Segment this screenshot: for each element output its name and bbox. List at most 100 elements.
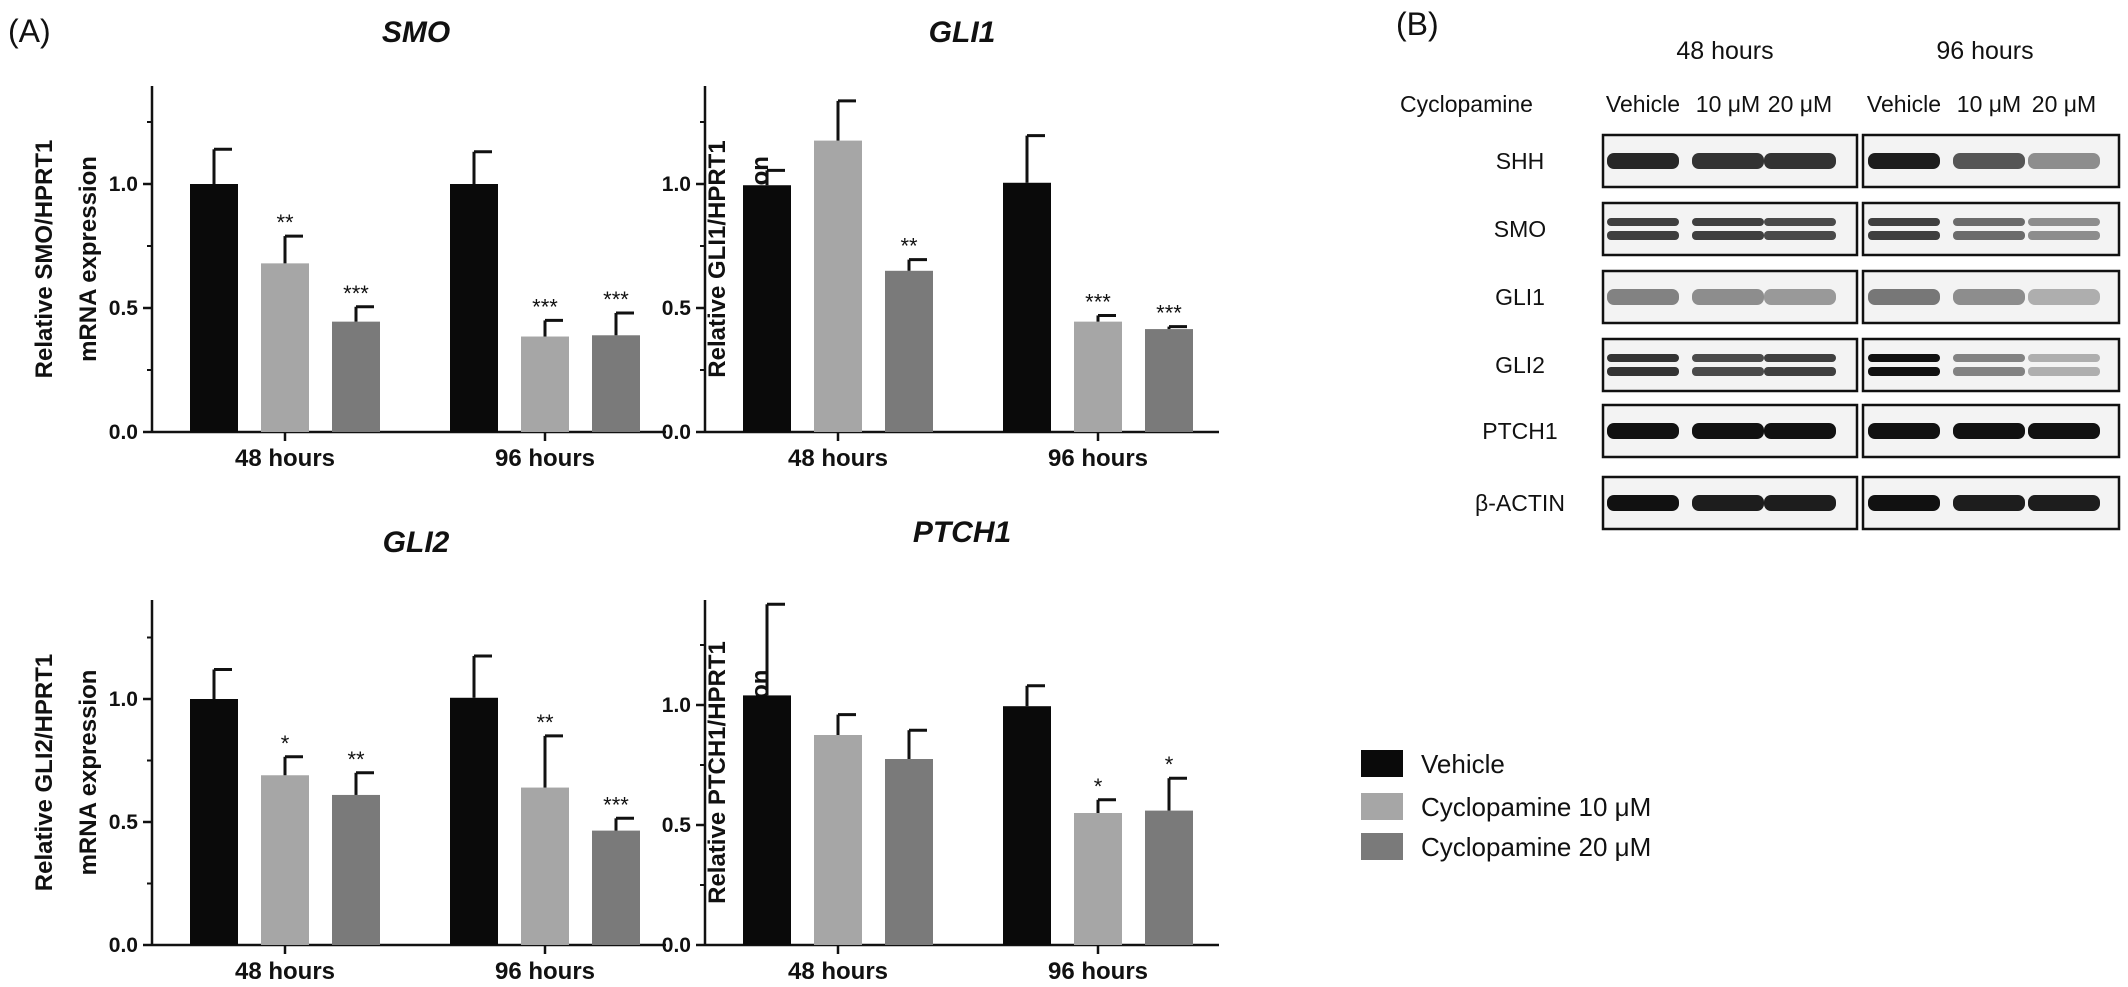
- chart-title: SMO: [382, 16, 450, 49]
- blot-band: [1764, 354, 1836, 362]
- blot-band: [1764, 289, 1836, 305]
- bar: [743, 695, 791, 945]
- x-category-label: 48 hours: [788, 958, 888, 985]
- blot-band: [1692, 153, 1764, 169]
- time-label: 96 hours: [1936, 37, 2033, 65]
- y-tick-label: 0.0: [109, 934, 138, 957]
- lane-label: 10 μM: [1957, 91, 2021, 117]
- x-category-label: 96 hours: [495, 445, 595, 472]
- blot-band: [2028, 367, 2100, 376]
- blot-band: [1607, 289, 1679, 305]
- bar: [521, 336, 569, 432]
- blot-band: [1764, 218, 1836, 226]
- blot-band: [1953, 423, 2025, 439]
- y-tick-label: 1.0: [662, 694, 691, 717]
- blot-band: [1607, 354, 1679, 362]
- legend-swatch: [1361, 833, 1403, 860]
- blot-box: [1601, 337, 1859, 393]
- protein-label: β-ACTIN: [1475, 490, 1565, 516]
- lane-label: 20 μM: [2032, 91, 2096, 117]
- blot-band: [1764, 153, 1836, 169]
- significance-label: ***: [1156, 301, 1182, 326]
- blot-band: [2028, 495, 2100, 511]
- x-category-label: 96 hours: [495, 958, 595, 985]
- y-tick-label: 1.0: [109, 688, 138, 711]
- bar: [261, 263, 309, 432]
- blot-band: [1953, 231, 2025, 240]
- blot-band: [1868, 231, 1940, 240]
- blot-band: [1868, 367, 1940, 376]
- blot-band: [1607, 423, 1679, 439]
- blot-band: [2028, 218, 2100, 226]
- blot-band: [1692, 423, 1764, 439]
- legend: Vehicle Cyclopamine 10 μM Cyclopamine 20 μ…: [1361, 749, 1651, 862]
- treatment-row-label: Cyclopamine: [1400, 91, 1533, 117]
- blot-band: [1953, 354, 2025, 362]
- bar: [1074, 813, 1122, 945]
- y-axis-label: Relative PTCH1/HPRT1: [704, 641, 731, 904]
- bar: [814, 140, 862, 432]
- bar: [592, 830, 640, 945]
- y-tick-label: 0.5: [109, 297, 139, 320]
- chart-title: GLI1: [929, 16, 996, 49]
- y-tick-label: 0.0: [109, 421, 138, 444]
- significance-label: *: [281, 731, 290, 756]
- bar: [885, 759, 933, 945]
- protein-label: SMO: [1494, 216, 1546, 242]
- protein-label: GLI2: [1495, 352, 1545, 378]
- bar: [332, 321, 380, 432]
- bar: [190, 699, 238, 945]
- x-category-label: 48 hours: [235, 958, 335, 985]
- lane-label: 10 μM: [1696, 91, 1760, 117]
- blot-band: [1953, 289, 2025, 305]
- bar: [885, 270, 933, 432]
- legend-swatch: [1361, 793, 1403, 820]
- blot-band: [2028, 354, 2100, 362]
- blot-band: [1868, 423, 1940, 439]
- bar: [190, 184, 238, 432]
- bar: [743, 185, 791, 432]
- significance-label: ***: [1085, 289, 1111, 314]
- legend-label: Cyclopamine 10 μM: [1421, 792, 1651, 822]
- x-category-label: 48 hours: [235, 445, 335, 472]
- protein-label: SHH: [1496, 148, 1545, 174]
- significance-label: ***: [343, 281, 369, 306]
- blot-band: [1692, 231, 1764, 240]
- y-axis-label-line2: mRNA expression: [75, 156, 102, 362]
- western-blot-panel: 48 hours 96 hours Cyclopamine Vehicle 10 μM 2…: [1400, 37, 2121, 531]
- blot-box: [1861, 201, 2121, 257]
- x-category-label: 96 hours: [1048, 958, 1148, 985]
- bar: [1003, 182, 1051, 432]
- legend-label: Vehicle: [1421, 749, 1505, 779]
- y-tick-label: 0.5: [662, 814, 692, 837]
- panel-label-a: (A): [8, 13, 51, 49]
- blot-band: [2028, 289, 2100, 305]
- significance-label: *: [1094, 774, 1103, 799]
- bar: [332, 794, 380, 945]
- chart-smo: SMO Relative SMO/HPRT1 mRNA expression 0.0 0…: [31, 16, 666, 472]
- chart-gli2: GLI2 Relative GLI2/HPRT1 mRNA expression 0.…: [31, 526, 666, 985]
- y-axis-label-line2: mRNA expression: [75, 670, 102, 876]
- blot-band: [2028, 231, 2100, 240]
- y-tick-label: 1.0: [662, 173, 691, 196]
- blot-band: [1692, 218, 1764, 226]
- significance-label: ***: [603, 792, 629, 817]
- protein-label: GLI1: [1495, 284, 1545, 310]
- bar: [450, 697, 498, 945]
- y-axis-label: Relative SMO/HPRT1: [31, 140, 58, 379]
- y-axis-label: Relative GLI2/HPRT1: [31, 654, 58, 891]
- significance-label: **: [347, 747, 365, 772]
- blot-band: [1764, 367, 1836, 376]
- blot-band: [1764, 231, 1836, 240]
- blot-band: [2028, 423, 2100, 439]
- blot-band: [1692, 289, 1764, 305]
- blot-band: [1607, 153, 1679, 169]
- protein-label: PTCH1: [1482, 418, 1557, 444]
- blot-band: [1868, 354, 1940, 362]
- chart-title: GLI2: [383, 526, 450, 559]
- bar: [521, 787, 569, 945]
- blot-band: [1692, 367, 1764, 376]
- lane-label: Vehicle: [1606, 91, 1680, 117]
